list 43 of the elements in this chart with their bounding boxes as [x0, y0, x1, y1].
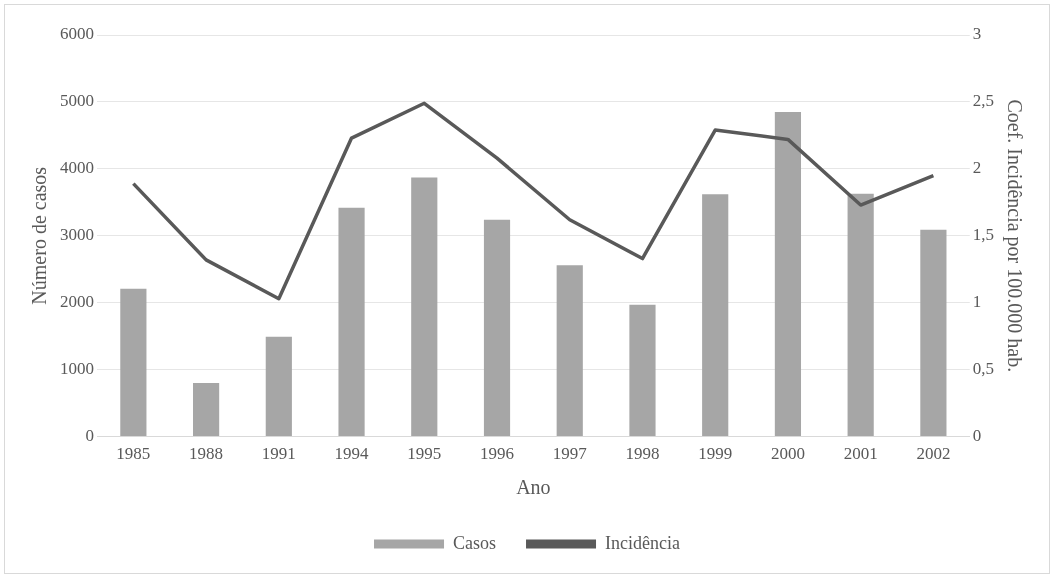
y-tick-label: 5000 [60, 91, 94, 111]
x-tick-label: 1994 [334, 444, 370, 464]
x-tick-label: 2000 [770, 444, 805, 464]
y-tick-label: 0 [85, 426, 94, 446]
y-tick-label: 3000 [60, 225, 94, 245]
bar [338, 207, 365, 437]
bar [265, 336, 292, 437]
y2-axis-title: Coef. Incidência por 100.000 hab. [1002, 99, 1026, 373]
bar [847, 193, 874, 437]
x-tick-label: 1988 [189, 444, 224, 464]
bar [920, 229, 947, 437]
x-axis-title: Ano [516, 476, 551, 499]
y2-tick-label: 3 [972, 24, 982, 44]
y2-tick-label: 1,5 [972, 225, 994, 245]
y-axis-title: Número de casos [28, 166, 51, 305]
x-tick-label: 1999 [698, 444, 733, 464]
legend-label: Incidência [605, 532, 680, 553]
x-tick-label: 2001 [843, 444, 878, 464]
legend-label: Casos [453, 532, 497, 553]
x-tick-label: 1996 [480, 444, 515, 464]
x-tick-label: 1998 [625, 444, 660, 464]
y-tick-label: 2000 [60, 292, 94, 312]
x-tick-label: 2002 [916, 444, 951, 464]
bar [411, 177, 438, 437]
bar [702, 194, 729, 437]
bar [774, 111, 802, 437]
y2-tick-label: 2,5 [972, 91, 994, 111]
x-tick-label: 1991 [261, 444, 296, 464]
bar [193, 383, 220, 437]
y-tick-label: 1000 [60, 359, 94, 379]
x-tick-label: 1985 [116, 444, 151, 464]
bar [556, 265, 583, 437]
bar [120, 288, 147, 437]
y2-tick-label: 0,5 [972, 359, 994, 379]
bar [629, 304, 656, 437]
y2-tick-label: 0 [972, 426, 982, 446]
x-tick-label: 1997 [552, 444, 588, 464]
y-tick-label: 4000 [60, 158, 94, 178]
y2-tick-label: 2 [972, 158, 982, 178]
bar [483, 219, 511, 437]
y2-tick-label: 1 [972, 292, 982, 312]
x-tick-label: 1995 [407, 444, 442, 464]
y-tick-label: 6000 [60, 24, 94, 44]
